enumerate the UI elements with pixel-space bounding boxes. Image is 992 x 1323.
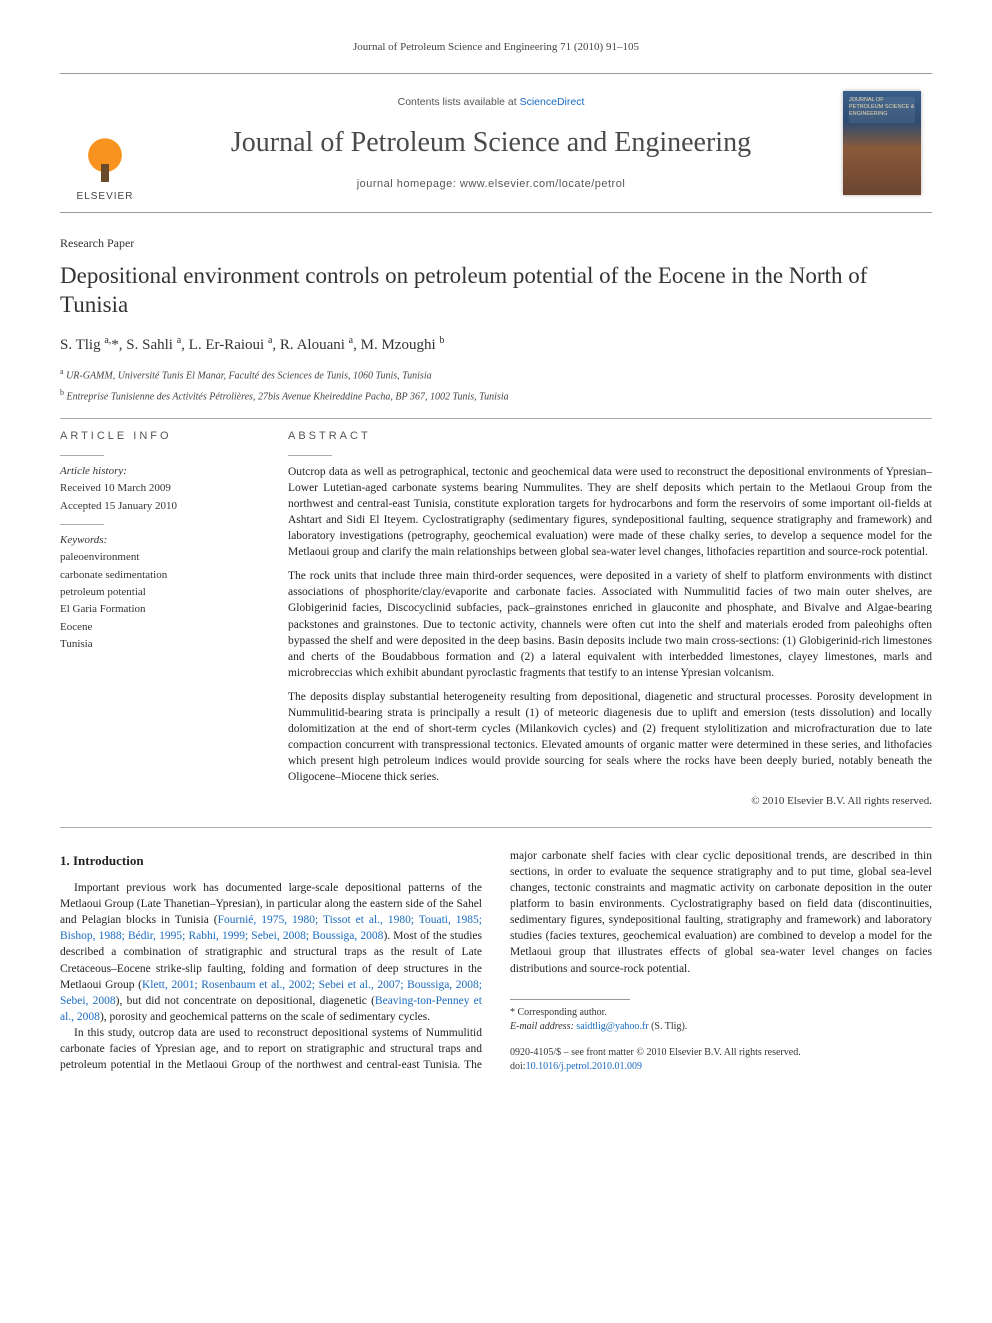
sciencedirect-link[interactable]: ScienceDirect bbox=[520, 96, 585, 108]
author-email-link[interactable]: saidtlig@yahoo.fr bbox=[576, 1021, 648, 1032]
contents-available-line: Contents lists available at ScienceDirec… bbox=[398, 95, 585, 110]
footnote-separator bbox=[510, 999, 630, 1000]
doi-label: doi: bbox=[510, 1061, 526, 1072]
journal-cover-thumbnail: Journal of Petroleum Science & Engineeri… bbox=[843, 91, 921, 195]
abstract-paragraph: The deposits display substantial heterog… bbox=[288, 689, 932, 786]
short-rule bbox=[288, 455, 332, 456]
keyword: paleoenvironment bbox=[60, 550, 260, 565]
received-line: Received 10 March 2009 bbox=[60, 481, 260, 496]
keyword: petroleum potential bbox=[60, 585, 260, 600]
section-number: 1. bbox=[60, 853, 70, 868]
affiliation: b Entreprise Tunisienne des Activités Pé… bbox=[60, 387, 932, 404]
email-attribution: (S. Tlig). bbox=[651, 1021, 687, 1032]
body-two-column: 1. Introduction Important previous work … bbox=[60, 848, 932, 1074]
short-rule bbox=[60, 455, 104, 456]
email-footnote: E-mail address: saidtlig@yahoo.fr (S. Tl… bbox=[510, 1020, 932, 1034]
section-heading: 1. Introduction bbox=[60, 852, 482, 870]
keyword: El Garia Formation bbox=[60, 602, 260, 617]
body-text: ), porosity and geochemical patterns on … bbox=[100, 1011, 430, 1023]
keyword: Eocene bbox=[60, 620, 260, 635]
article-type: Research Paper bbox=[60, 235, 932, 252]
accepted-line: Accepted 15 January 2010 bbox=[60, 499, 260, 514]
article-info-column: article info Article history: Received 1… bbox=[60, 429, 260, 809]
keywords-label: Keywords: bbox=[60, 533, 260, 548]
elsevier-tree-icon bbox=[77, 130, 133, 186]
info-abstract-row: article info Article history: Received 1… bbox=[60, 429, 932, 809]
homepage-url: www.elsevier.com/locate/petrol bbox=[460, 178, 625, 190]
keyword: carbonate sedimentation bbox=[60, 568, 260, 583]
abstract-paragraph: The rock units that include three main t… bbox=[288, 568, 932, 681]
masthead-center: Contents lists available at ScienceDirec… bbox=[150, 74, 832, 212]
divider bbox=[60, 418, 932, 419]
short-rule bbox=[60, 524, 104, 525]
body-text: ), but did not concentrate on deposition… bbox=[116, 995, 375, 1007]
elsevier-wordmark: ELSEVIER bbox=[77, 190, 134, 204]
masthead: ELSEVIER Contents lists available at Sci… bbox=[60, 73, 932, 213]
affiliation: a UR-GAMM, Université Tunis El Manar, Fa… bbox=[60, 366, 932, 383]
abstract-paragraph: Outcrop data as well as petrographical, … bbox=[288, 464, 932, 561]
corresponding-author-note: * Corresponding author. bbox=[510, 1006, 932, 1020]
body-paragraph: Important previous work has documented l… bbox=[60, 880, 482, 1025]
cover-thumbnail-block: Journal of Petroleum Science & Engineeri… bbox=[832, 74, 932, 212]
article-info-head: article info bbox=[60, 429, 260, 444]
keyword: Tunisia bbox=[60, 637, 260, 652]
journal-homepage-line: journal homepage: www.elsevier.com/locat… bbox=[357, 177, 626, 192]
doi-line: doi:10.1016/j.petrol.2010.01.009 bbox=[510, 1060, 932, 1074]
issn-copyright-line: 0920-4105/$ – see front matter © 2010 El… bbox=[510, 1046, 932, 1060]
divider bbox=[60, 827, 932, 828]
doi-link[interactable]: 10.1016/j.petrol.2010.01.009 bbox=[526, 1061, 642, 1072]
journal-name: Journal of Petroleum Science and Enginee… bbox=[231, 123, 751, 162]
publisher-logo-block: ELSEVIER bbox=[60, 74, 150, 212]
section-title: Introduction bbox=[73, 853, 144, 868]
email-label: E-mail address: bbox=[510, 1021, 574, 1032]
article-history-label: Article history: bbox=[60, 464, 260, 479]
citation-link[interactable]: Beaving- bbox=[375, 995, 417, 1007]
running-header: Journal of Petroleum Science and Enginee… bbox=[60, 40, 932, 55]
abstract-head: abstract bbox=[288, 429, 932, 444]
article-title: Depositional environment controls on pet… bbox=[60, 262, 932, 320]
abstract-body: Outcrop data as well as petrographical, … bbox=[288, 464, 932, 786]
contents-prefix: Contents lists available at bbox=[398, 96, 520, 108]
abstract-column: abstract Outcrop data as well as petrogr… bbox=[288, 429, 932, 809]
abstract-copyright: © 2010 Elsevier B.V. All rights reserved… bbox=[288, 794, 932, 809]
homepage-prefix: journal homepage: bbox=[357, 178, 460, 190]
author-list: S. Tlig a,*, S. Sahli a, L. Er-Raioui a,… bbox=[60, 334, 932, 356]
cover-title-text: Journal of Petroleum Science & Engineeri… bbox=[849, 97, 915, 117]
